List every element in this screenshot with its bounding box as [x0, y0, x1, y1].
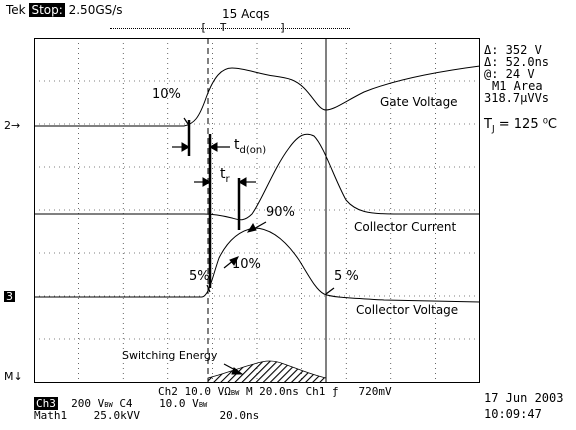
gate-10pct-label: 10% [152, 87, 181, 102]
cursor-readout: Δ: 352 V Δ: 52.0ns @: 24 V M1 Area 318.7… [484, 44, 574, 104]
date-label: 17 Jun 2003 [484, 391, 564, 405]
timestamp: 17 Jun 2003 10:09:47 [484, 392, 563, 420]
ch2-marker[interactable]: 2→ [4, 119, 21, 132]
timing-annotations [172, 117, 335, 375]
collector-voltage-label: Collector Voltage [356, 303, 458, 317]
graticule-frame [34, 38, 480, 383]
record-view-bar [110, 28, 350, 30]
time-label: 10:09:47 [484, 407, 542, 421]
record-view-markers: [ T ] [200, 21, 287, 34]
ch2-settings[interactable]: Ch2 10.0 VΩBW M 20.0ns Ch1 ƒ 720mV [158, 385, 392, 398]
switching-energy-label: Switching Energy [122, 349, 218, 362]
oscilloscope-graticule[interactable]: 10% td(on) tr 90% 10% 5% 5 % Gate Voltag… [34, 38, 480, 383]
area-label: M1 Area [492, 79, 543, 93]
delta-v: Δ: 352 V [484, 43, 542, 57]
header-bar: Tek Stop: 2.50GS/s [6, 3, 123, 17]
run-state-badge[interactable]: Stop: [29, 3, 65, 17]
at-value: @: 24 V [484, 67, 535, 81]
area-value: 318.7µVVs [484, 91, 550, 105]
switching-energy-area [207, 360, 327, 383]
current-10pct-label: 10% [232, 257, 261, 272]
ch3-settings[interactable]: Ch3 200 VBW C4 10.0 VBW [34, 397, 208, 410]
brand-label: Tek [6, 3, 26, 17]
gate-voltage-label: Gate Voltage [380, 95, 458, 109]
collector-current-trace [34, 133, 480, 221]
gate-voltage-trace [34, 65, 480, 127]
voltage-5pct-right-label: 5 % [334, 269, 359, 284]
tdon-label: td(on) [234, 137, 266, 156]
junction-temp: TJ = 125 ⁰C [484, 117, 558, 135]
math-settings[interactable]: Math1 25.0kVV 20.0ns [34, 409, 260, 422]
math-marker[interactable]: M↓ [4, 370, 23, 383]
delta-t: Δ: 52.0ns [484, 55, 550, 69]
acquisition-count: 15 Acqs [222, 7, 270, 21]
voltage-5pct-left-label: 5% [189, 269, 210, 284]
tr-label: tr [220, 166, 231, 185]
collector-voltage-trace [34, 227, 480, 303]
sample-rate: 2.50GS/s [68, 3, 123, 17]
ch3-marker[interactable]: 3 [4, 290, 15, 303]
collector-current-label: Collector Current [354, 220, 457, 234]
current-90pct-label: 90% [266, 205, 295, 220]
